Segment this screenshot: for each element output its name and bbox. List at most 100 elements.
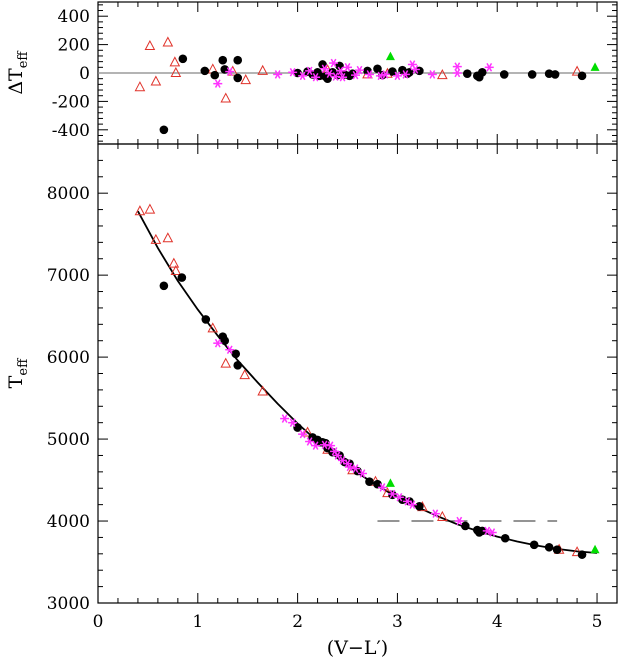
y-tick-label: 0 [79, 64, 90, 84]
asterisk-point [392, 71, 402, 81]
filled-circle-point [201, 315, 211, 324]
filled-circle-point [415, 501, 424, 511]
asterisk-point [430, 509, 440, 518]
asterisk-point [305, 66, 315, 76]
asterisk-point [452, 62, 462, 71]
asterisk-stroke [306, 437, 313, 446]
asterisk-stroke [356, 65, 363, 75]
asterisk-stroke [432, 509, 439, 518]
asterisk-point [311, 72, 321, 82]
x-tick-label: 3 [392, 612, 403, 632]
asterisk-stroke [409, 500, 416, 509]
asterisk-stroke [274, 70, 281, 79]
y-axis-title: ΔTeff [5, 50, 31, 95]
open-triangle-point [207, 322, 219, 333]
asterisk-point [329, 58, 339, 68]
asterisk-point [333, 451, 343, 460]
asterisk-point [487, 528, 497, 537]
filled-circle-point [218, 55, 228, 65]
asterisk-stroke [352, 464, 359, 473]
asterisk-stroke [312, 441, 319, 450]
asterisk-stroke [409, 60, 416, 69]
y-axis-title-sub: eff [16, 357, 31, 376]
asterisk-point [427, 70, 437, 79]
filled-circle-point [178, 54, 188, 64]
asterisk-stroke [327, 441, 334, 450]
asterisk-stroke [339, 456, 346, 465]
open-triangle-point [239, 369, 251, 380]
filled-circle-point [527, 70, 537, 79]
filled-triangle-point [385, 51, 395, 61]
filled-circle-point [577, 71, 587, 81]
asterisk-stroke [489, 528, 496, 537]
asterisk-stroke [337, 66, 344, 76]
asterisk-stroke [330, 58, 337, 68]
series-filled-triangle [385, 478, 600, 554]
filled-circle-point [293, 423, 302, 432]
filled-circle-point [233, 55, 243, 65]
fit-curve [137, 210, 598, 554]
y-tick-label: 6000 [47, 348, 90, 368]
asterisk-stroke [331, 447, 338, 456]
asterisk-stroke [394, 71, 401, 81]
filled-circle-point [460, 521, 470, 531]
asterisk-point [225, 345, 235, 355]
asterisk-stroke [379, 483, 386, 492]
asterisk-point [407, 500, 417, 509]
y-tick-label: -400 [52, 121, 90, 141]
series-asterisk [213, 58, 494, 88]
asterisk-point [320, 64, 330, 74]
asterisk-point [351, 464, 361, 473]
asterisk-point [394, 492, 404, 502]
open-triangle-point [220, 92, 232, 103]
asterisk-point [320, 440, 330, 450]
y-tick-label: 8000 [47, 184, 90, 204]
asterisk-stroke [289, 68, 296, 77]
asterisk-stroke [412, 65, 419, 74]
open-triangle-point [150, 233, 162, 244]
filled-triangle-point [590, 62, 600, 71]
filled-circle-point [233, 361, 243, 370]
residual-panel: -400 -200 0 200 400 ΔTeff [5, 1, 618, 145]
series-filled-circle [159, 54, 587, 135]
asterisk-stroke [226, 67, 233, 76]
asterisk-stroke [214, 79, 221, 88]
filled-circle-point [477, 526, 487, 536]
asterisk-point [452, 68, 462, 78]
open-triangle-point [257, 64, 269, 75]
filled-circle-point [500, 533, 510, 543]
x-tick-label: 0 [93, 612, 104, 632]
asterisk-stroke [321, 64, 328, 74]
filled-circle-point [323, 74, 332, 83]
open-triangle-point [170, 66, 182, 77]
filled-circle-point [318, 60, 327, 69]
filled-circle-point [462, 69, 472, 79]
asterisk-point [407, 60, 417, 69]
asterisk-point [454, 516, 464, 526]
y-axis-title-main: T [5, 375, 27, 388]
x-tick-label: 4 [492, 612, 503, 632]
teff-panel: 3000 4000 5000 6000 7000 8000 0 1 2 3 4 5 Teff (V−L′) [5, 143, 618, 659]
y-tick-label: 5000 [47, 430, 90, 450]
y-axis-title-sub: eff [16, 50, 31, 69]
asterisk-point [213, 338, 223, 348]
y-tick-label: 4000 [47, 512, 90, 532]
filled-circle-point [159, 125, 169, 135]
asterisk-point [380, 70, 390, 79]
filled-circle-point [231, 349, 241, 359]
filled-circle-point [477, 67, 487, 77]
filled-circle-point [220, 336, 230, 346]
x-tick-label: 2 [292, 612, 303, 632]
series-asterisk [213, 338, 497, 537]
asterisk-point [410, 65, 420, 74]
asterisk-point [482, 526, 492, 536]
asterisk-stroke [306, 66, 313, 76]
open-triangle-point [150, 75, 162, 86]
asterisk-stroke [404, 497, 411, 506]
asterisk-stroke [326, 69, 333, 78]
asterisk-point [484, 63, 494, 72]
y-tick-label: 3000 [47, 594, 90, 614]
asterisk-stroke [346, 462, 353, 472]
asterisk-stroke [402, 70, 409, 79]
plot-frame [97, 143, 618, 604]
